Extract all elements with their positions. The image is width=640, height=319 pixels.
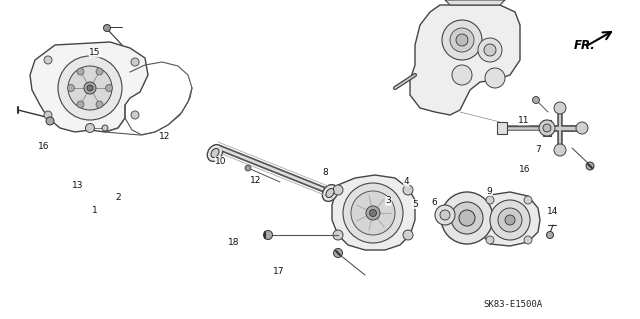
Circle shape (106, 85, 113, 92)
Bar (497, 122, 507, 134)
Circle shape (77, 101, 84, 108)
Text: 18: 18 (228, 238, 239, 247)
Circle shape (484, 44, 496, 56)
Text: 14: 14 (547, 207, 558, 216)
Polygon shape (478, 192, 540, 246)
Circle shape (586, 162, 594, 170)
Circle shape (369, 210, 376, 217)
Text: 10: 10 (215, 157, 227, 166)
Circle shape (84, 82, 96, 94)
Text: 9: 9 (487, 187, 492, 196)
Circle shape (543, 124, 551, 132)
Circle shape (441, 192, 493, 244)
Bar (543, 120, 551, 136)
Circle shape (450, 28, 474, 52)
Polygon shape (332, 175, 415, 250)
Circle shape (403, 230, 413, 240)
Circle shape (524, 196, 532, 204)
Text: 1: 1 (92, 206, 97, 215)
Circle shape (452, 65, 472, 85)
Circle shape (485, 68, 505, 88)
Text: 17: 17 (273, 267, 284, 276)
Circle shape (547, 232, 554, 239)
Ellipse shape (211, 148, 219, 158)
Circle shape (486, 196, 494, 204)
Circle shape (576, 122, 588, 134)
Circle shape (498, 208, 522, 232)
Polygon shape (30, 42, 148, 132)
Circle shape (505, 215, 515, 225)
Text: 13: 13 (72, 181, 84, 189)
Text: 7: 7 (535, 145, 540, 154)
Circle shape (351, 191, 395, 235)
Text: 4: 4 (404, 177, 409, 186)
Circle shape (333, 249, 342, 257)
Text: 3: 3 (386, 197, 391, 205)
Circle shape (131, 58, 139, 66)
Circle shape (58, 56, 122, 120)
Circle shape (264, 231, 273, 240)
Circle shape (333, 185, 343, 195)
Circle shape (486, 236, 494, 244)
Circle shape (343, 183, 403, 243)
Circle shape (532, 97, 540, 103)
Circle shape (333, 230, 343, 240)
Ellipse shape (207, 145, 223, 161)
Polygon shape (410, 5, 520, 115)
Circle shape (46, 117, 54, 125)
Text: FR.: FR. (573, 40, 595, 52)
Circle shape (442, 20, 482, 60)
Circle shape (86, 123, 95, 132)
Circle shape (490, 200, 530, 240)
Circle shape (539, 120, 555, 136)
Circle shape (451, 202, 483, 234)
Circle shape (67, 85, 74, 92)
Circle shape (44, 56, 52, 64)
Text: SK83-E1500A: SK83-E1500A (483, 300, 542, 309)
Polygon shape (445, 0, 505, 5)
Circle shape (403, 185, 413, 195)
Circle shape (44, 111, 52, 119)
Text: 5: 5 (412, 200, 417, 209)
Circle shape (96, 68, 103, 75)
Circle shape (104, 25, 111, 32)
Circle shape (440, 210, 450, 220)
Text: 16: 16 (38, 142, 49, 151)
Text: 6: 6 (431, 198, 436, 207)
Circle shape (366, 206, 380, 220)
Text: 15: 15 (89, 48, 100, 57)
Circle shape (478, 38, 502, 62)
Circle shape (459, 210, 475, 226)
Text: 2: 2 (116, 193, 121, 202)
Circle shape (102, 125, 108, 131)
Text: 16: 16 (519, 165, 531, 174)
Circle shape (456, 34, 468, 46)
Circle shape (524, 236, 532, 244)
Ellipse shape (326, 189, 334, 197)
Circle shape (245, 165, 251, 171)
Circle shape (68, 66, 112, 110)
Circle shape (87, 85, 93, 91)
Circle shape (77, 68, 84, 75)
Text: 12: 12 (159, 132, 171, 141)
Text: 11: 11 (518, 116, 529, 125)
Circle shape (554, 144, 566, 156)
Circle shape (96, 101, 103, 108)
Ellipse shape (323, 185, 338, 201)
Text: 8: 8 (323, 168, 328, 177)
Text: 12: 12 (250, 176, 262, 185)
Circle shape (435, 205, 455, 225)
Circle shape (131, 111, 139, 119)
Circle shape (554, 102, 566, 114)
